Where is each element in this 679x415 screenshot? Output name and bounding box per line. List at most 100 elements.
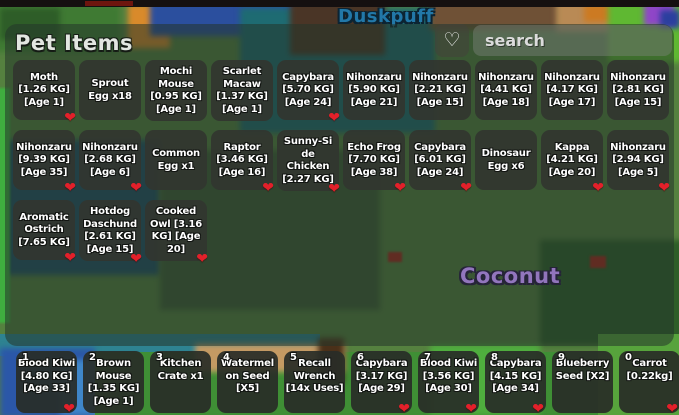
hotbar-slot[interactable]: 4 Watermel on Seed [X5]	[217, 351, 278, 413]
hotbar-slot-number: 1	[22, 352, 29, 363]
hotbar-slot[interactable]: 1 Blood Kiwi [4.80 KG] [Age 33] ❤	[16, 351, 77, 415]
pet-item-label: Aromatic Ostrich [7.65 KG]	[18, 211, 70, 248]
pet-item-tile[interactable]: Hotdog Daschund [2.61 KG] [Age 15] ❤	[79, 200, 142, 267]
pet-item-tile[interactable]: Capybara [5.70 KG] [Age 24] ❤	[277, 60, 340, 126]
hotbar-slot-label: Blood Kiwi [3.56 KG] [Age 30]	[419, 358, 478, 394]
item-grid-row: Aromatic Ostrich [7.65 KG] ❤ Hotdog Daschu…	[13, 200, 208, 267]
hotbar-slot[interactable]: 0 Carrot [0.22kg] ❤	[619, 351, 679, 415]
favorites-filter-button[interactable]: ♡	[435, 24, 469, 57]
hotbar-slot[interactable]: 7 Blood Kiwi [3.56 KG] [Age 30] ❤	[418, 351, 479, 415]
pet-item-tile[interactable]: Kappa [4.21 KG] [Age 20] ❤	[541, 130, 604, 196]
hotbar-slot-number: 7	[424, 352, 431, 363]
favorite-heart-icon: ❤	[394, 180, 406, 196]
favorite-heart-icon: ❤	[465, 401, 477, 415]
pet-item-tile[interactable]: Nihonzaru [2.68 KG] [Age 6] ❤	[79, 130, 142, 196]
hotbar: 1 Blood Kiwi [4.80 KG] [Age 33] ❤ 2 Brown Mo…	[16, 351, 679, 415]
pet-item-label: Raptor [3.46 KG] [Age 16]	[216, 141, 268, 178]
pet-item-tile[interactable]: Nihonzaru [9.39 KG] [Age 35] ❤	[13, 130, 76, 196]
hotbar-slot-number: 8	[491, 352, 498, 363]
pet-item-label: Mochi Mouse [0.95 KG] [Age 1]	[150, 66, 202, 115]
pet-item-tile[interactable]: Dinosaur Egg x6	[475, 130, 537, 190]
pet-item-label: Nihonzaru [4.41 KG] [Age 18]	[478, 71, 534, 108]
pet-item-tile[interactable]: Moth [1.26 KG] [Age 1] ❤	[13, 60, 76, 126]
pet-item-label: Capybara [6.01 KG] [Age 24]	[414, 141, 466, 178]
pet-item-tile[interactable]: Cooked Owl [3.16 KG] [Age 20] ❤	[145, 200, 208, 267]
pet-item-label: Kappa [4.21 KG] [Age 20]	[546, 141, 598, 178]
hotbar-slot-label: Carrot [0.22kg]	[626, 358, 673, 382]
favorite-heart-icon: ❤	[328, 110, 340, 126]
hotbar-slot-number: 0	[625, 352, 632, 363]
pet-item-label: Hotdog Daschund [2.61 KG] [Age 15]	[83, 206, 137, 255]
pet-item-label: Nihonzaru [2.81 KG] [Age 15]	[610, 71, 666, 108]
pet-item-tile[interactable]: Nihonzaru [4.17 KG] [Age 17]	[541, 60, 603, 120]
pet-item-label: Echo Frog [7.70 KG] [Age 38]	[347, 141, 401, 178]
hotbar-slot[interactable]: 8 Capybara [4.15 KG] [Age 34] ❤	[485, 351, 546, 415]
hotbar-slot-number: 4	[223, 352, 230, 363]
hotbar-slot-number: 9	[558, 352, 565, 363]
hotbar-slot-label: Recall Wrench [14x Uses]	[285, 358, 344, 394]
pet-item-tile[interactable]: Common Egg x1	[145, 130, 207, 190]
pet-item-tile[interactable]: Mochi Mouse [0.95 KG] [Age 1]	[145, 60, 207, 121]
pet-item-label: Cooked Owl [3.16 KG] [Age 20]	[149, 206, 203, 255]
favorite-heart-icon: ❤	[64, 110, 76, 126]
favorite-heart-icon: ❤	[130, 180, 142, 196]
pet-item-label: Common Egg x1	[152, 148, 200, 172]
pet-item-label: Scarlet Macaw [1.37 KG] [Age 1]	[216, 66, 268, 115]
hotbar-slot-number: 2	[89, 352, 96, 363]
item-grid-row: Nihonzaru [9.39 KG] [Age 35] ❤ Nihonzaru […	[13, 130, 670, 197]
pet-item-tile[interactable]: Raptor [3.46 KG] [Age 16] ❤	[211, 130, 274, 196]
world-item-label: Coconut	[460, 264, 561, 288]
search-input[interactable]	[473, 25, 672, 56]
favorite-heart-icon: ❤	[63, 401, 75, 415]
pet-item-tile[interactable]: Nihonzaru [2.81 KG] [Age 15]	[607, 60, 669, 120]
hotbar-slot-label: Brown Mouse [1.35 KG] [Age 1]	[87, 358, 140, 407]
favorite-heart-icon: ❤	[460, 180, 472, 196]
hotbar-slot-number: 3	[156, 352, 163, 363]
hotbar-slot-label: Watermel on Seed [X5]	[221, 358, 274, 394]
pet-item-tile[interactable]: Nihonzaru [2.94 KG] [Age 5] ❤	[607, 130, 670, 196]
hotbar-slot-label: Capybara [3.17 KG] [Age 29]	[355, 358, 408, 394]
pet-item-label: Nihonzaru [5.90 KG] [Age 21]	[346, 71, 402, 108]
favorite-heart-icon: ❤	[262, 180, 274, 196]
favorite-heart-icon: ❤	[64, 180, 76, 196]
hotbar-slot-number: 5	[290, 352, 297, 363]
hotbar-slot-number: 6	[357, 352, 364, 363]
pet-item-tile[interactable]: Echo Frog [7.70 KG] [Age 38] ❤	[343, 130, 406, 196]
player-nametag: Duskpuff	[338, 6, 434, 27]
favorite-heart-icon: ❤	[398, 401, 410, 415]
pet-item-label: Dinosaur Egg x6	[481, 148, 531, 172]
hotbar-slot-label: Capybara [4.15 KG] [Age 34]	[489, 358, 542, 394]
pet-item-tile[interactable]: Capybara [6.01 KG] [Age 24] ❤	[409, 130, 472, 196]
pet-item-label: Sprout Egg x18	[88, 78, 132, 102]
panel-title: Pet Items	[15, 31, 133, 55]
hotbar-slot[interactable]: 9 Blueberry Seed [X2]	[552, 351, 613, 413]
hotbar-slot-label: Blueberry Seed [X2]	[555, 358, 610, 382]
pet-item-tile[interactable]: Nihonzaru [2.21 KG] [Age 15]	[409, 60, 471, 120]
hotbar-slot-label: Blood Kiwi [4.80 KG] [Age 33]	[17, 358, 76, 394]
hotbar-slot[interactable]: 6 Capybara [3.17 KG] [Age 29] ❤	[351, 351, 412, 415]
hotbar-slot[interactable]: 3 Kitchen Crate x1	[150, 351, 211, 413]
favorite-heart-icon: ❤	[592, 180, 604, 196]
hotbar-slot[interactable]: 5 Recall Wrench [14x Uses]	[284, 351, 345, 413]
item-grid-row: Moth [1.26 KG] [Age 1] ❤ Sprout Egg x18 Moc…	[13, 60, 669, 126]
pet-item-tile[interactable]: Aromatic Ostrich [7.65 KG] ❤	[13, 200, 76, 266]
pet-item-label: Nihonzaru [4.17 KG] [Age 17]	[544, 71, 600, 108]
pet-item-label: Nihonzaru [2.68 KG] [Age 6]	[82, 141, 138, 178]
pet-item-tile[interactable]: Nihonzaru [5.90 KG] [Age 21]	[343, 60, 405, 120]
hotbar-slot[interactable]: 2 Brown Mouse [1.35 KG] [Age 1]	[83, 351, 144, 413]
hotbar-slot-label: Kitchen Crate x1	[157, 358, 204, 382]
heart-outline-icon: ♡	[443, 30, 461, 51]
pet-items-panel: Pet Items ♡ Moth [1.26 KG] [Age 1] ❤ Sprou…	[5, 24, 674, 346]
pet-item-tile[interactable]: Nihonzaru [4.41 KG] [Age 18]	[475, 60, 537, 120]
pet-item-tile[interactable]: Scarlet Macaw [1.37 KG] [Age 1]	[211, 60, 273, 121]
favorite-heart-icon: ❤	[532, 401, 544, 415]
pet-item-tile[interactable]: Sprout Egg x18	[79, 60, 141, 120]
pet-item-tile[interactable]: Sunny-Si de Chicken [2.27 KG] ❤	[277, 130, 340, 197]
pet-item-label: Capybara [5.70 KG] [Age 24]	[282, 71, 334, 108]
favorite-heart-icon: ❤	[64, 250, 76, 266]
pet-item-label: Nihonzaru [9.39 KG] [Age 35]	[16, 141, 72, 178]
pet-item-label: Sunny-Si de Chicken [2.27 KG]	[282, 136, 334, 185]
pet-item-label: Moth [1.26 KG] [Age 1]	[18, 71, 70, 108]
pet-item-label: Nihonzaru [2.21 KG] [Age 15]	[412, 71, 468, 108]
pet-item-label: Nihonzaru [2.94 KG] [Age 5]	[610, 141, 666, 178]
